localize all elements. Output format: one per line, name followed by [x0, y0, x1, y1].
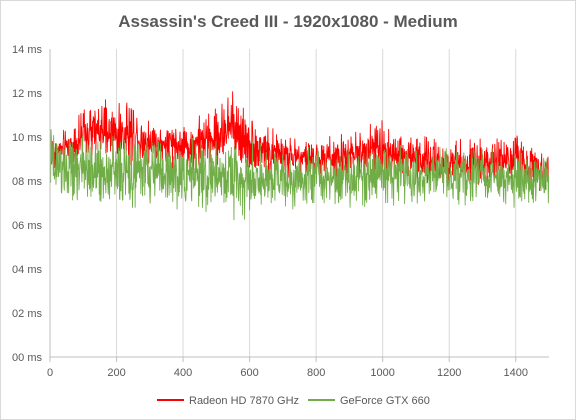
y-tick-label: 00 ms — [12, 352, 42, 364]
x-tick-label: 1200 — [437, 367, 461, 379]
legend-label: Radeon HD 7870 GHz — [189, 395, 299, 407]
chart-title: Assassin's Creed III - 1920x1080 - Mediu… — [118, 12, 458, 31]
legend-label: GeForce GTX 660 — [340, 395, 430, 407]
y-tick-label: 08 ms — [12, 176, 42, 188]
y-tick-label: 04 ms — [12, 264, 42, 276]
series-layer — [49, 91, 550, 221]
y-tick-label: 14 ms — [12, 44, 42, 56]
x-tick-label: 800 — [307, 367, 325, 379]
x-tick-label: 600 — [240, 367, 258, 379]
x-tick-label: 200 — [107, 367, 125, 379]
y-tick-label: 06 ms — [12, 220, 42, 232]
series-line-geforce — [49, 129, 550, 221]
grid-layer — [49, 49, 517, 357]
x-tick-label: 400 — [174, 367, 192, 379]
x-tick-label: 1000 — [370, 367, 394, 379]
axis-layer: 00 ms 02 ms 04 ms 06 ms 08 ms 10 ms 12 ms 14 ms… — [12, 44, 549, 379]
x-tick-label: 0 — [47, 367, 53, 379]
y-tick-label: 02 ms — [12, 308, 42, 320]
y-tick-label: 12 ms — [12, 88, 42, 100]
y-tick-label: 10 ms — [12, 132, 42, 144]
x-tick-label: 1400 — [503, 367, 527, 379]
legend: Radeon HD 7870 GHz GeForce GTX 660 — [157, 395, 430, 407]
